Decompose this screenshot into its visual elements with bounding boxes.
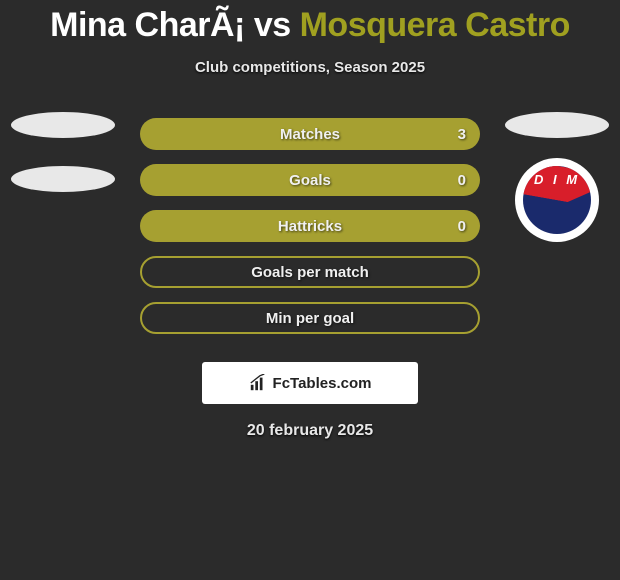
left-badge-column <box>8 112 118 220</box>
source-logo-text: FcTables.com <box>273 375 372 392</box>
left-badge-2 <box>11 166 115 192</box>
right-badge-column: D I M <box>502 112 612 242</box>
stat-bar-value-right: 0 <box>458 172 466 189</box>
stat-bar-label: Matches <box>280 126 340 143</box>
left-badge-1 <box>11 112 115 138</box>
chart-icon <box>249 374 267 392</box>
stat-bar-label: Goals per match <box>251 264 369 281</box>
stat-bar: Goals per match <box>140 256 480 288</box>
stat-bar-label: Hattricks <box>278 218 342 235</box>
club-badge-dim: D I M <box>515 158 599 242</box>
stats-area: D I M Matches 3 Goals 0 Hattricks 0 Goals per … <box>0 118 620 348</box>
stat-bar: Hattricks 0 <box>140 210 480 242</box>
stat-bar: Matches 3 <box>140 118 480 150</box>
vs-word: vs <box>254 6 291 44</box>
player2-name: Mosquera Castro <box>300 6 570 44</box>
date-line: 20 february 2025 <box>0 422 620 440</box>
player1-name: Mina CharÃ¡ <box>50 6 245 44</box>
stat-bar-label: Min per goal <box>266 310 354 327</box>
subtitle: Club competitions, Season 2025 <box>0 59 620 76</box>
comparison-title: Mina CharÃ¡ vs Mosquera Castro <box>0 0 620 45</box>
stat-bar: Min per goal <box>140 302 480 334</box>
source-logo-box: FcTables.com <box>202 362 418 404</box>
stat-bars: Matches 3 Goals 0 Hattricks 0 Goals per match M… <box>140 118 480 334</box>
club-badge-inner: D I M <box>523 166 591 234</box>
stat-bar-label: Goals <box>289 172 331 189</box>
club-badge-text: D I M <box>523 166 591 234</box>
stat-bar-value-right: 0 <box>458 218 466 235</box>
stat-bar-value-right: 3 <box>458 126 466 143</box>
stat-bar: Goals 0 <box>140 164 480 196</box>
right-badge-1 <box>505 112 609 138</box>
